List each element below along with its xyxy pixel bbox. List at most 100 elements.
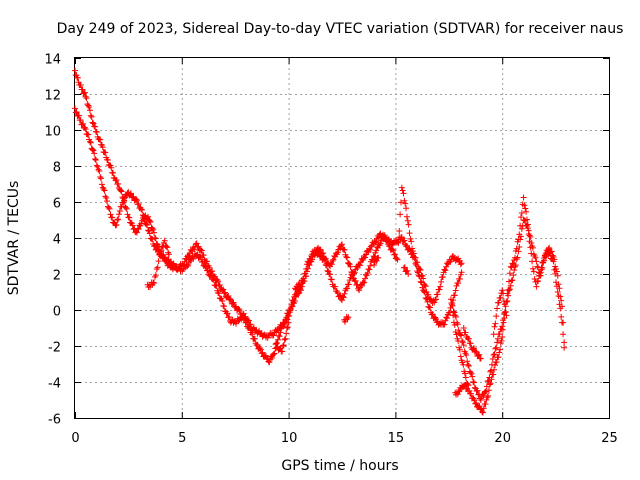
data-point [87,139,94,146]
data-point [133,196,140,203]
data-point [362,254,369,261]
data-point [292,294,299,301]
data-point [464,358,471,365]
data-point [432,296,439,303]
data-point [483,396,490,403]
data-point [344,254,351,261]
data-point [89,146,96,153]
data-point [91,150,98,157]
data-point [329,258,336,265]
data-point [208,272,215,279]
data-point [460,361,467,368]
data-point [280,342,287,349]
data-point [122,204,129,211]
data-point [296,280,303,286]
x-tick-label: 5 [178,431,186,446]
data-point [487,380,494,387]
data-point [495,354,502,361]
data-point [126,214,133,221]
data-point [259,349,266,356]
series-track-f [144,237,412,355]
data-point [432,314,439,321]
data-point [170,260,177,267]
data-point [372,239,379,246]
data-point [395,240,402,247]
data-point [400,190,407,197]
data-point [419,284,426,291]
data-point [457,271,464,278]
data-point [526,232,533,239]
data-point [74,74,81,81]
data-point [561,344,568,351]
data-point [367,246,374,253]
data-point [547,250,554,257]
data-point [538,264,545,271]
data-point [509,277,516,284]
data-point [404,267,411,274]
data-point [490,331,497,338]
y-tick-labels: -6 -4 -2 0 2 4 6 8 10 12 14 [44,53,61,428]
data-point [88,113,95,120]
data-point [245,317,252,324]
data-point [144,222,151,229]
data-point [287,307,294,313]
data-point [356,262,363,269]
data-point [367,262,374,269]
y-axis-label: SDTVAR / TECUs [6,181,22,296]
data-point [560,331,567,338]
data-point [536,272,543,279]
data-point [370,253,377,260]
data-point [527,244,534,251]
data-point [140,212,147,219]
data-point [390,247,397,254]
data-point [553,283,560,290]
data-point [550,258,557,265]
data-point [409,245,416,252]
data-point [73,72,80,79]
data-point [340,294,347,301]
data-point [215,278,222,285]
data-point [338,242,345,249]
data-point [380,236,387,243]
data-point [225,292,232,299]
data-point [371,262,378,268]
data-point [293,290,300,297]
chart-title: Day 249 of 2023, Sidereal Day-to-day VTE… [57,21,624,37]
data-point [557,305,564,312]
data-point [266,359,273,366]
data-point [493,359,500,366]
data-point [524,221,531,228]
data-point [358,283,365,290]
data-point [522,205,529,212]
data-point [482,401,489,408]
data-point [221,289,228,296]
data-point [420,275,427,282]
data-point [530,268,537,275]
data-point [458,269,465,276]
data-point [482,388,489,395]
data-point [116,208,123,214]
data-point [397,199,404,206]
data-point [507,282,514,289]
data-point [406,246,413,253]
data-point [529,265,536,272]
data-point [133,229,140,236]
data-point [92,157,99,164]
data-point [500,319,507,326]
data-point [484,394,491,401]
data-point [507,263,514,270]
data-point [82,93,89,100]
y-tick-label: 12 [44,89,61,104]
data-point [345,314,352,321]
y-tick-label: 10 [44,125,61,140]
data-point [226,314,233,321]
data-point [72,105,78,112]
data-point [477,355,484,362]
y-tick-label: 8 [53,161,61,176]
data-point [505,286,512,293]
data-point [184,263,191,270]
data-point [432,296,439,303]
series-track-e [452,287,510,398]
data-point [87,112,94,119]
data-point [306,262,313,269]
